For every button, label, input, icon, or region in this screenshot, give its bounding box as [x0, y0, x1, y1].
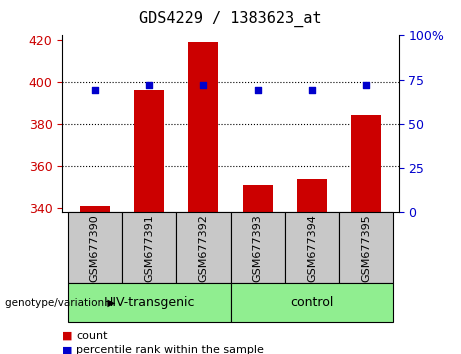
Text: percentile rank within the sample: percentile rank within the sample	[76, 346, 264, 354]
Point	[200, 82, 207, 88]
Bar	[176, 212, 230, 283]
Bar	[68, 212, 122, 283]
Bar	[297, 179, 327, 212]
Bar	[230, 283, 393, 322]
Text: ■: ■	[62, 331, 73, 341]
Bar	[122, 212, 176, 283]
Bar	[189, 42, 219, 212]
Text: ■: ■	[62, 346, 73, 354]
Text: GSM677394: GSM677394	[307, 215, 317, 282]
Text: HIV-transgenic: HIV-transgenic	[103, 296, 195, 309]
Bar	[230, 212, 285, 283]
Text: GDS4229 / 1383623_at: GDS4229 / 1383623_at	[139, 11, 322, 27]
Bar	[351, 115, 381, 212]
Text: control: control	[290, 296, 334, 309]
Text: GSM677392: GSM677392	[198, 215, 208, 282]
Point	[91, 87, 99, 93]
Point	[308, 87, 316, 93]
Bar	[80, 206, 110, 212]
Bar	[242, 185, 272, 212]
Point	[362, 82, 370, 88]
Text: GSM677395: GSM677395	[361, 215, 371, 282]
Text: GSM677390: GSM677390	[90, 215, 100, 282]
Text: GSM677391: GSM677391	[144, 215, 154, 282]
Text: GSM677393: GSM677393	[253, 215, 263, 282]
Bar	[134, 90, 164, 212]
Text: count: count	[76, 331, 107, 341]
Text: genotype/variation ▶: genotype/variation ▶	[5, 298, 115, 308]
Point	[254, 87, 261, 93]
Point	[145, 82, 153, 88]
Bar	[68, 283, 230, 322]
Bar	[339, 212, 393, 283]
Bar	[285, 212, 339, 283]
